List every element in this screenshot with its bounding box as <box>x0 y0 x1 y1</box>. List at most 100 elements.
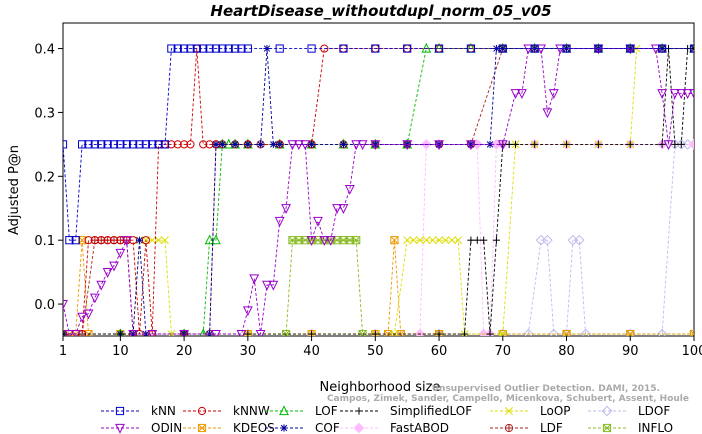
series-point-cof-7 <box>212 140 220 148</box>
series-point-lof-3 <box>199 328 208 336</box>
legend-label-kdeos: KDEOS <box>233 421 275 434</box>
legend-marker-odin <box>115 423 125 434</box>
series-point-kdeos-11 <box>390 236 399 245</box>
series-point-odin-46 <box>555 44 566 55</box>
series-point-knnw-18 <box>186 140 195 149</box>
series-point-ldof-6 <box>433 328 445 336</box>
series-point-odin-16 <box>242 306 253 317</box>
x-tick-label-10: 10 <box>112 344 129 359</box>
series-point-odin-10 <box>121 236 132 246</box>
series-point-knn-20 <box>186 44 195 53</box>
series-line-kdeos <box>63 240 694 335</box>
series-point-loop-19 <box>435 236 444 245</box>
series-point-odin-52 <box>669 89 680 99</box>
legend-marker-knn <box>115 406 125 416</box>
series-point-simplifiedlof-3 <box>244 330 252 336</box>
series-knnw <box>63 44 694 336</box>
series-point-knn-31 <box>307 44 316 53</box>
series-point-simplifiedlof-17 <box>562 140 571 148</box>
series-point-knn-41 <box>626 44 635 53</box>
series-point-odin-35 <box>370 140 381 151</box>
y-tick-label-1: 0.1 <box>34 234 55 249</box>
series-point-odin-54 <box>682 89 693 99</box>
series-point-knn-27 <box>230 44 240 53</box>
series-point-odin-18 <box>255 329 266 336</box>
series-point-simplifiedlof-4 <box>307 330 316 336</box>
legend-item-lof: LOF <box>265 404 338 418</box>
series-line-loop <box>63 48 694 335</box>
series-point-odin-14 <box>211 329 221 336</box>
series-point-cof-11 <box>256 140 265 148</box>
series-point-knn-32 <box>339 44 348 53</box>
series-point-ldof-17 <box>656 328 668 336</box>
series-point-fastabod-20 <box>688 139 694 150</box>
series-lof <box>63 42 694 336</box>
series-point-odin-39 <box>497 140 508 151</box>
series-point-loop-18 <box>428 236 437 245</box>
series-point-knn-2 <box>71 236 80 245</box>
series-point-odin-22 <box>281 204 291 214</box>
legend-label-ldf: LDF <box>540 421 563 434</box>
series-point-knnw-4 <box>97 236 106 245</box>
series-point-simplifiedlof-15 <box>511 140 520 148</box>
series-point-ldof-15 <box>580 328 591 336</box>
series-line-knnw <box>63 48 694 335</box>
series-point-cof-9 <box>231 140 239 148</box>
series-point-knn-36 <box>466 44 476 53</box>
legend-label-knn: kNN <box>151 404 176 418</box>
y-tick-label-0: 0.0 <box>34 298 55 313</box>
plot-area: 1 10 20 30 40 50 60 70 80 90 100 0.0 0.1 0.2 0.3 0.4 <box>34 22 702 359</box>
series-point-knnw-5 <box>103 236 112 245</box>
series-point-odin-1 <box>64 329 75 336</box>
series-point-knn-21 <box>192 44 201 53</box>
series-point-cof-14 <box>276 140 284 148</box>
x-tick-label-40: 40 <box>303 344 320 359</box>
series-loop <box>63 44 694 336</box>
series-point-odin-42 <box>523 44 534 55</box>
series-point-odin-25 <box>300 140 311 151</box>
series-point-odin-33 <box>351 140 362 151</box>
series-point-simplifiedlof-12 <box>492 236 501 244</box>
series-point-odin-29 <box>325 236 336 246</box>
watermark-line-1: Campos, Zimek, Sander, Campello, Micenko… <box>327 394 689 404</box>
series-point-knn-18 <box>173 44 182 53</box>
series-point-ldof-10 <box>542 234 553 246</box>
legend-marker-knnw <box>197 406 207 416</box>
series-point-odin-37 <box>434 140 444 151</box>
series-point-knnw-17 <box>180 140 189 149</box>
series-line-odin <box>63 48 694 335</box>
series-point-knn-37 <box>498 44 507 53</box>
x-tick-label-90: 90 <box>622 344 639 359</box>
series-point-knnw-20 <box>199 140 208 149</box>
x-tick-label-50: 50 <box>367 344 384 359</box>
series-point-simplifiedlof-20 <box>658 140 666 148</box>
legend-item-ldof: LDOF <box>588 404 670 418</box>
series-point-odin-43 <box>536 44 546 55</box>
legend-item-cof: COF <box>265 421 340 434</box>
legend-item-odin: ODIN <box>101 421 182 434</box>
series-point-simplifiedlof-16 <box>531 140 539 148</box>
series-point-knnw-3 <box>90 236 99 245</box>
series-point-odin-50 <box>657 89 668 99</box>
series-point-knnw-2 <box>84 236 93 245</box>
series-point-knn-30 <box>275 44 284 53</box>
series-point-odin-49 <box>650 44 661 55</box>
series-point-simplifiedlof-19 <box>626 140 634 148</box>
series-point-loop-7 <box>161 236 169 245</box>
series-point-cof-15 <box>307 140 316 148</box>
series-point-ldof-12 <box>561 328 572 336</box>
series-point-loop-24 <box>498 330 507 336</box>
series-point-knn-34 <box>403 44 412 53</box>
series-point-knn-5 <box>90 140 99 149</box>
series-point-knn-4 <box>84 140 93 149</box>
series-point-simplifiedlof-11 <box>486 330 494 336</box>
series-point-cof-16 <box>339 140 348 148</box>
series-point-odin-19 <box>262 280 272 291</box>
series-point-ldof-11 <box>548 328 560 336</box>
series-point-odin-24 <box>293 140 304 151</box>
series-point-loop-5 <box>148 236 157 245</box>
series-point-knn-25 <box>218 44 227 53</box>
series-point-ldof-14 <box>573 234 585 246</box>
legend-label-cof: COF <box>315 421 340 434</box>
series-point-knn-38 <box>530 44 539 53</box>
